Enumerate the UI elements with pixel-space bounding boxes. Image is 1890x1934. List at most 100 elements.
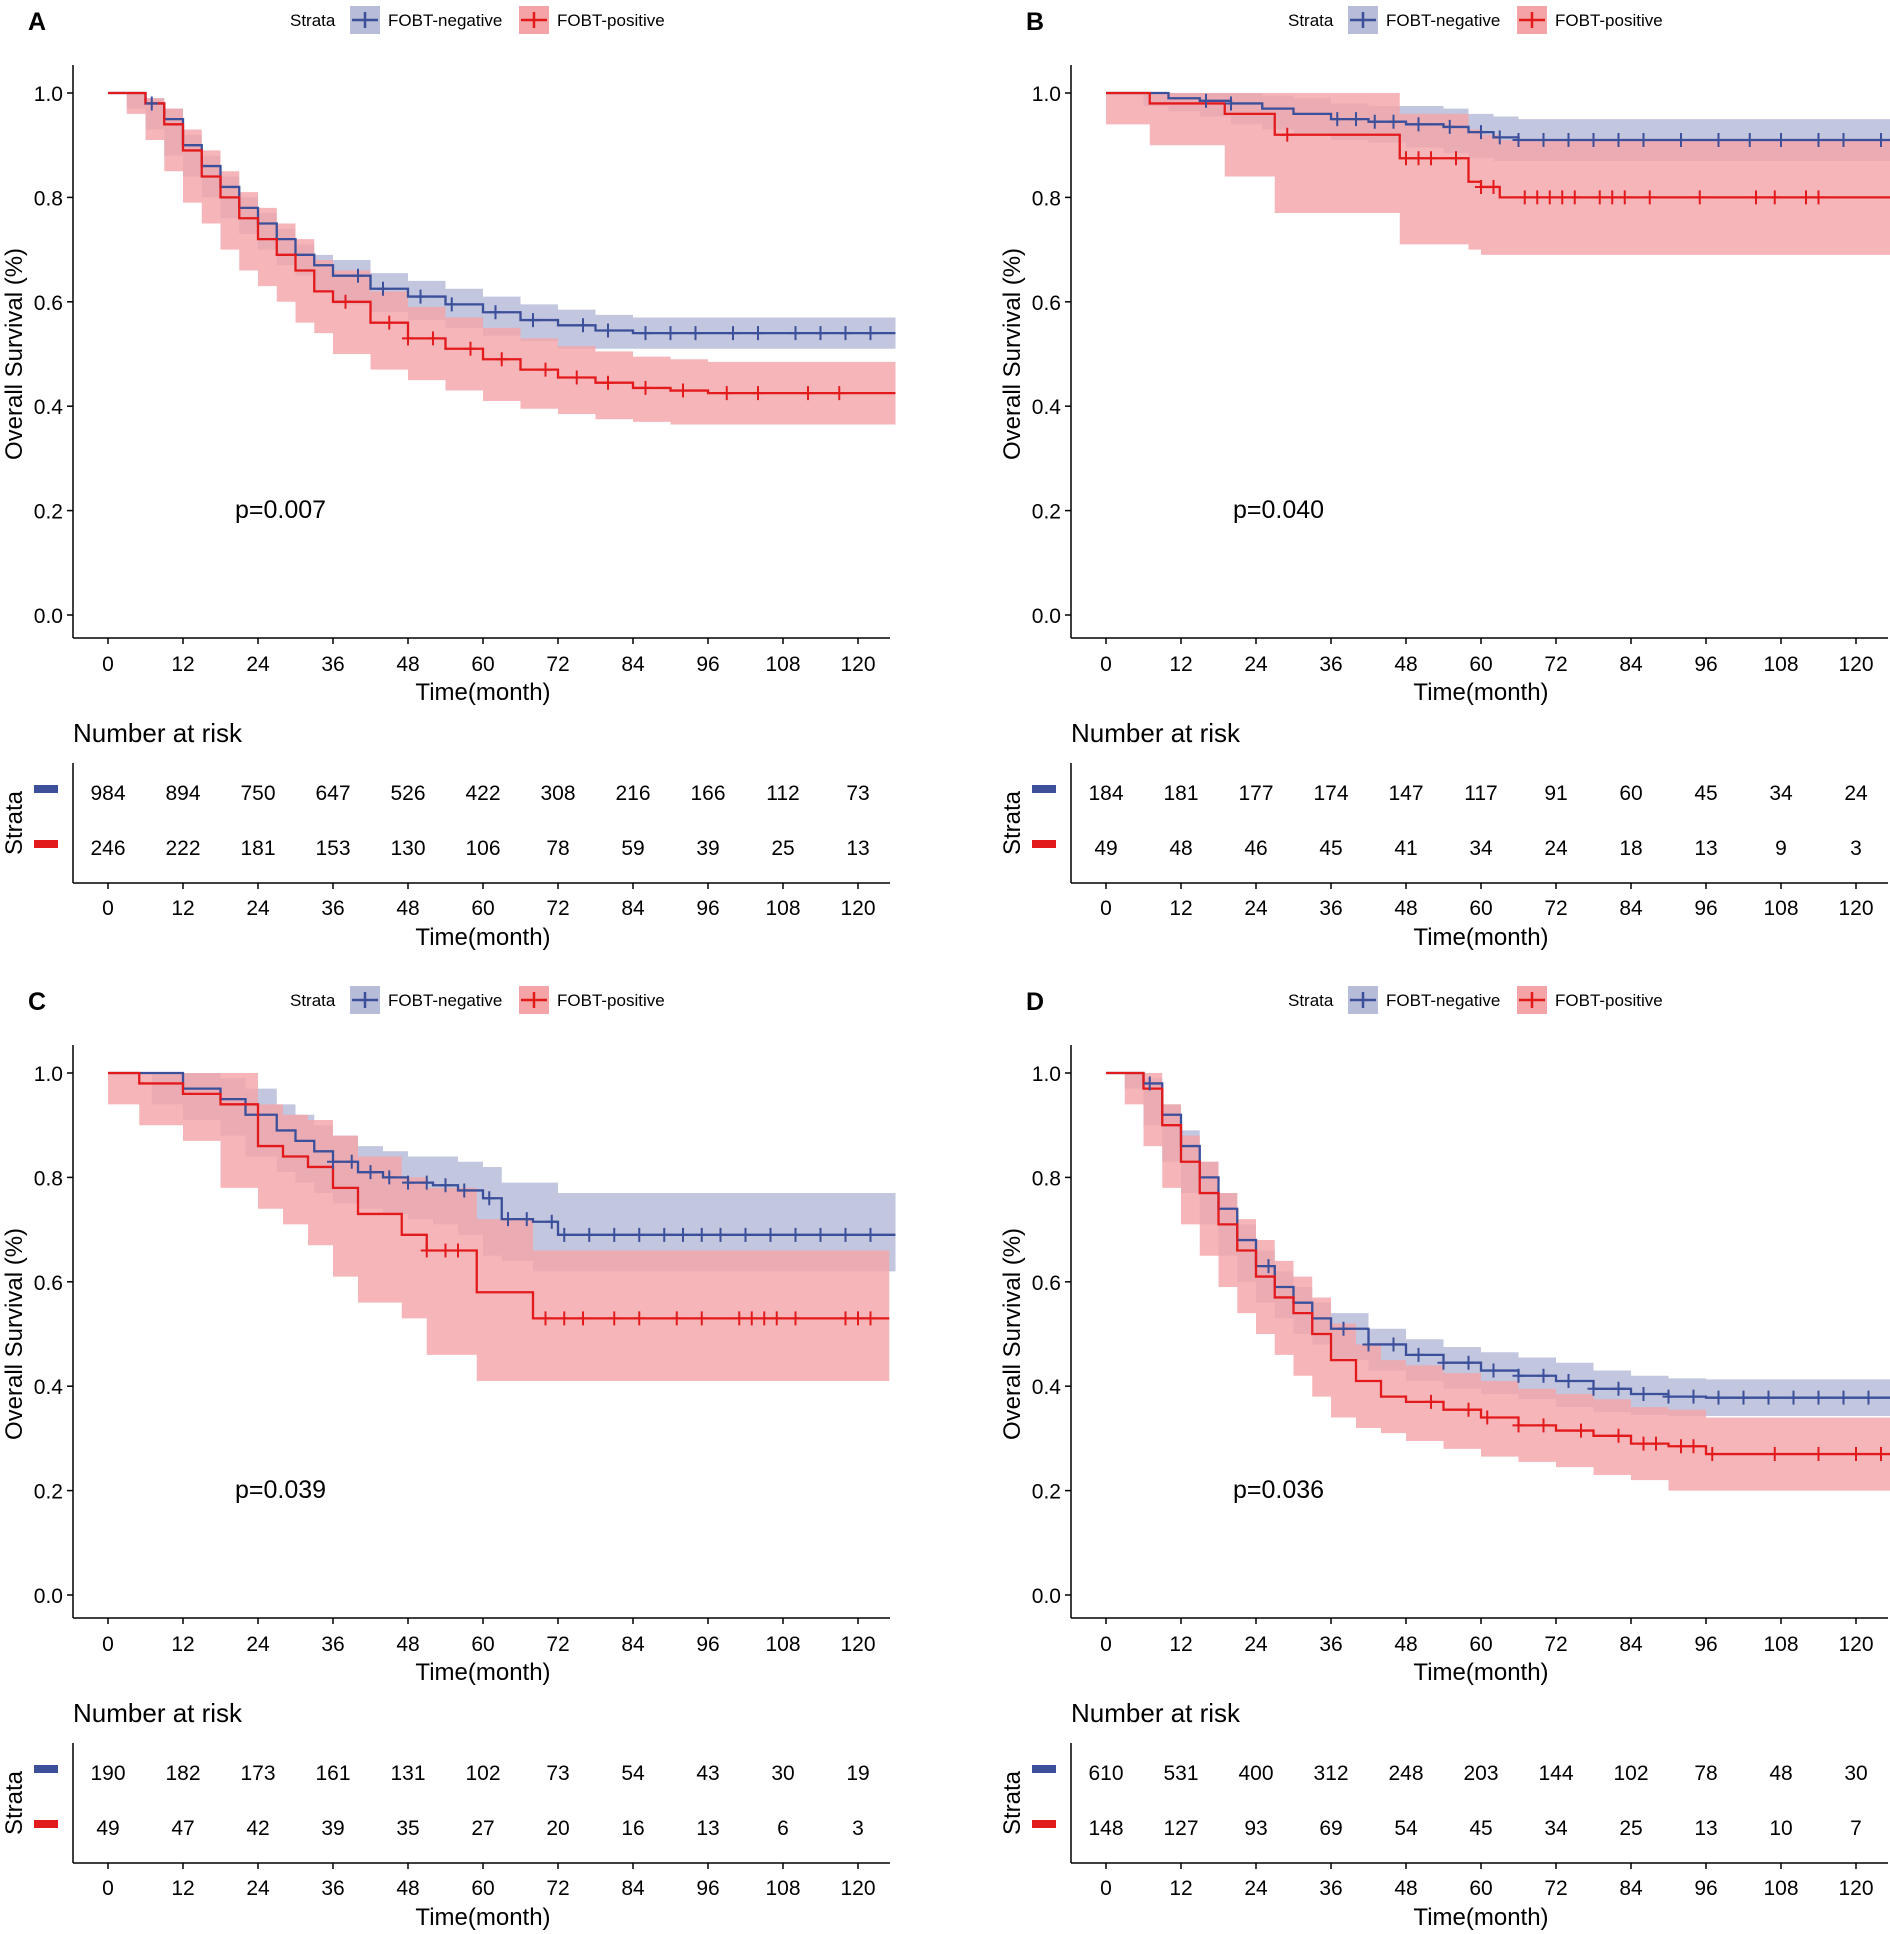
risk-table-title: Number at risk — [1071, 1698, 1241, 1728]
risk-count: 93 — [1244, 1817, 1267, 1840]
censor-mark — [670, 1311, 683, 1326]
risk-count: 39 — [696, 837, 719, 860]
risk-count: 102 — [465, 1762, 500, 1785]
x-axis-title: Time(month) — [1413, 679, 1548, 706]
x-tick-label: 120 — [1838, 1633, 1873, 1656]
censor-mark — [1281, 127, 1294, 142]
risk-count: 112 — [766, 782, 799, 805]
risk-count: 35 — [396, 1817, 419, 1840]
risk-x-tick-label: 12 — [1169, 897, 1192, 920]
risk-count: 148 — [1088, 1817, 1123, 1840]
y-tick-label: 0.2 — [1032, 1481, 1061, 1504]
censor-mark — [695, 1227, 708, 1242]
y-tick-label: 1.0 — [34, 1063, 63, 1086]
risk-count: 894 — [165, 782, 200, 805]
x-tick-label: 120 — [840, 653, 875, 676]
censor-mark — [1225, 96, 1237, 111]
risk-x-tick-label: 60 — [471, 1877, 494, 1900]
risk-strata-key-positive — [1032, 1820, 1056, 1828]
censor-mark — [1443, 119, 1456, 134]
censor-mark — [1637, 1436, 1650, 1451]
censor-mark — [1787, 1390, 1800, 1405]
censor-mark — [633, 1311, 646, 1326]
censor-mark — [339, 294, 352, 309]
x-tick-label: 36 — [1319, 1633, 1342, 1656]
y-axis-title: Overall Survival (%) — [999, 1228, 1026, 1440]
legend: Strata FOBT-negative FOBT-positive — [290, 986, 665, 1014]
risk-count: 610 — [1088, 1762, 1123, 1785]
censor-mark — [439, 1243, 452, 1258]
risk-count: 59 — [621, 837, 644, 860]
risk-table-title: Number at risk — [1071, 718, 1241, 748]
censor-mark — [852, 1311, 864, 1326]
x-tick-label: 12 — [1169, 1633, 1192, 1656]
censor-mark — [414, 289, 427, 304]
risk-count: 60 — [1619, 782, 1642, 805]
censor-mark — [577, 1311, 589, 1326]
risk-x-tick-label: 84 — [621, 1877, 645, 1900]
risk-count: 161 — [315, 1762, 350, 1785]
p-value: p=0.007 — [235, 496, 326, 524]
risk-x-tick-label: 120 — [1838, 897, 1873, 920]
risk-count: 153 — [315, 837, 350, 860]
censor-mark — [1512, 132, 1525, 147]
y-axis-title: Overall Survival (%) — [1, 248, 28, 460]
censor-mark — [608, 1227, 621, 1242]
censor-mark — [1800, 190, 1812, 205]
censor-mark — [352, 268, 364, 283]
x-tick-label: 96 — [696, 1633, 719, 1656]
risk-table: Number at risk Strata 610 531 400 312 248 203 14… — [999, 1698, 1888, 1931]
risk-count: 7 — [1850, 1817, 1862, 1840]
risk-x-tick-label: 0 — [1100, 897, 1112, 920]
legend-label-0: FOBT-negative — [388, 991, 502, 1010]
censor-mark — [1706, 1447, 1719, 1462]
risk-count: 531 — [1163, 1762, 1198, 1785]
risk-count: 20 — [546, 1817, 569, 1840]
risk-count: 203 — [1463, 1762, 1498, 1785]
panel-d: D Strata FOBT-negative FOBT-positive 0.0 0.2 0… — [999, 986, 1890, 1931]
risk-count: 24 — [1544, 837, 1568, 860]
y-tick-label: 1.0 — [34, 83, 63, 106]
censor-mark — [1362, 1337, 1375, 1352]
censor-mark — [752, 386, 764, 401]
risk-count: 48 — [1769, 1762, 1792, 1785]
censor-mark — [364, 1165, 377, 1180]
censor-mark — [1537, 1368, 1550, 1383]
censor-mark — [558, 1227, 571, 1242]
censor-mark — [1662, 1389, 1675, 1404]
censor-mark — [439, 1178, 452, 1193]
censor-mark — [1387, 1337, 1400, 1352]
censor-mark — [464, 341, 477, 356]
censor-mark — [1350, 112, 1362, 127]
censor-mark — [558, 1311, 571, 1326]
risk-count: 190 — [90, 1762, 125, 1785]
censor-mark — [1606, 190, 1619, 205]
x-tick-label: 48 — [396, 1633, 419, 1656]
x-tick-label: 12 — [171, 653, 194, 676]
censor-mark — [1768, 1447, 1781, 1462]
risk-count: 422 — [465, 782, 500, 805]
ci-band-positive — [1106, 1073, 1890, 1491]
censor-mark — [1512, 1368, 1525, 1383]
legend-label-0: FOBT-negative — [1386, 11, 1500, 30]
censor-mark — [1593, 190, 1606, 205]
x-axis-title: Time(month) — [415, 1659, 550, 1686]
risk-x-tick-label: 72 — [1544, 1877, 1567, 1900]
censor-mark — [839, 1227, 852, 1242]
y-tick-label: 0.4 — [34, 1376, 64, 1399]
y-tick-label: 0.0 — [1032, 1585, 1061, 1608]
risk-count: 34 — [1769, 782, 1793, 805]
censor-mark — [752, 326, 764, 341]
censor-mark — [602, 375, 614, 390]
y-tick-label: 0.0 — [34, 605, 63, 628]
censor-mark — [545, 1214, 558, 1229]
risk-count: 130 — [390, 837, 425, 860]
censor-mark — [1437, 1355, 1450, 1370]
p-value: p=0.040 — [1233, 496, 1324, 524]
x-tick-label: 108 — [1763, 1633, 1798, 1656]
censor-mark — [1493, 130, 1506, 145]
y-axis-title: Overall Survival (%) — [1, 1228, 28, 1440]
risk-count: 13 — [696, 1817, 719, 1840]
risk-x-tick-label: 108 — [1763, 897, 1798, 920]
